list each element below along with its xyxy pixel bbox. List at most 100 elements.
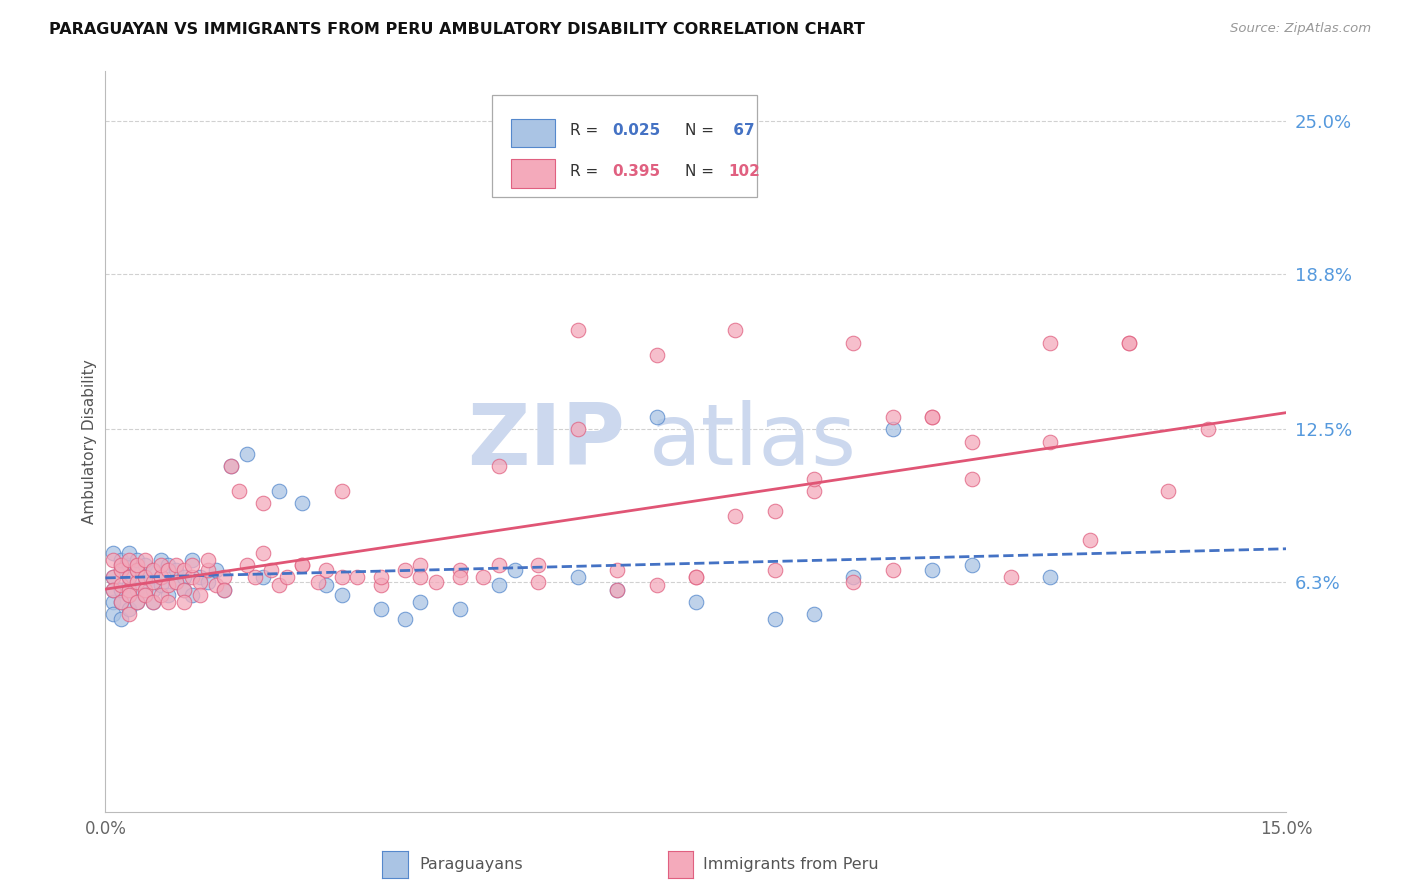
Point (197, 575, 219, 590)
Point (165, 563, 187, 577)
Point (204, 577, 226, 591)
Point (291, 496, 314, 510)
Point (645, 577, 668, 591)
Point (110, 558, 132, 572)
Point (204, 563, 226, 577)
Point (488, 459, 510, 474)
Point (606, 563, 628, 577)
Point (125, 575, 148, 590)
Point (142, 595, 165, 609)
Point (212, 582, 235, 597)
Point (134, 553, 156, 567)
Point (118, 570, 141, 584)
Point (488, 577, 510, 591)
Point (165, 575, 187, 590)
Point (173, 563, 195, 577)
Point (960, 558, 983, 572)
Point (103, 546, 125, 560)
Point (103, 570, 125, 584)
Point (157, 595, 180, 609)
Point (212, 570, 235, 584)
Point (125, 563, 148, 577)
Point (110, 563, 132, 577)
Point (173, 582, 195, 597)
Point (118, 602, 141, 616)
Point (960, 434, 983, 449)
Point (330, 570, 353, 584)
Point (1039, 335, 1062, 350)
Text: Immigrants from Peru: Immigrants from Peru (703, 857, 879, 871)
Point (606, 582, 628, 597)
Point (103, 553, 125, 567)
Point (409, 595, 432, 609)
Point (103, 582, 125, 597)
Point (960, 471, 983, 485)
Point (142, 563, 165, 577)
Point (330, 483, 353, 498)
Point (763, 503, 786, 517)
Point (567, 422, 589, 436)
Point (527, 575, 550, 590)
Point (157, 588, 180, 602)
Point (110, 582, 132, 597)
Point (149, 570, 172, 584)
Point (103, 570, 125, 584)
Point (157, 558, 180, 572)
Point (165, 575, 187, 590)
Point (842, 570, 865, 584)
Point (134, 570, 156, 584)
Point (149, 570, 172, 584)
Point (1039, 570, 1062, 584)
Point (181, 558, 204, 572)
Point (110, 553, 132, 567)
Point (181, 588, 204, 602)
Point (449, 563, 471, 577)
Point (118, 607, 141, 622)
Point (125, 595, 148, 609)
Point (110, 595, 132, 609)
Point (252, 570, 274, 584)
Point (252, 496, 274, 510)
Point (118, 588, 141, 602)
Point (134, 588, 156, 602)
Point (1039, 434, 1062, 449)
Point (1000, 570, 1022, 584)
Point (181, 570, 204, 584)
Point (110, 595, 132, 609)
Point (882, 409, 904, 424)
Point (134, 558, 156, 572)
Point (125, 595, 148, 609)
Point (527, 558, 550, 572)
Point (125, 582, 148, 597)
Point (173, 595, 195, 609)
Point (221, 459, 243, 474)
Point (157, 577, 180, 591)
Point (110, 558, 132, 572)
Point (724, 508, 747, 523)
Text: N =: N = (685, 123, 720, 138)
Point (370, 570, 392, 584)
Point (1197, 422, 1219, 436)
Point (188, 570, 211, 584)
Text: ZIP: ZIP (467, 400, 626, 483)
Point (394, 563, 416, 577)
Text: N =: N = (685, 164, 720, 178)
Point (243, 570, 266, 584)
Point (1118, 335, 1140, 350)
Point (425, 575, 447, 590)
Text: Paraguayans: Paraguayans (419, 857, 523, 871)
Point (449, 570, 471, 584)
Point (134, 582, 156, 597)
Point (685, 570, 707, 584)
Point (307, 575, 329, 590)
Point (472, 570, 495, 584)
Point (134, 570, 156, 584)
Point (197, 553, 219, 567)
Point (567, 324, 589, 338)
Point (503, 563, 526, 577)
Point (370, 602, 392, 616)
Text: 0.025: 0.025 (612, 123, 661, 138)
Point (267, 577, 290, 591)
Point (125, 558, 148, 572)
Point (921, 563, 943, 577)
